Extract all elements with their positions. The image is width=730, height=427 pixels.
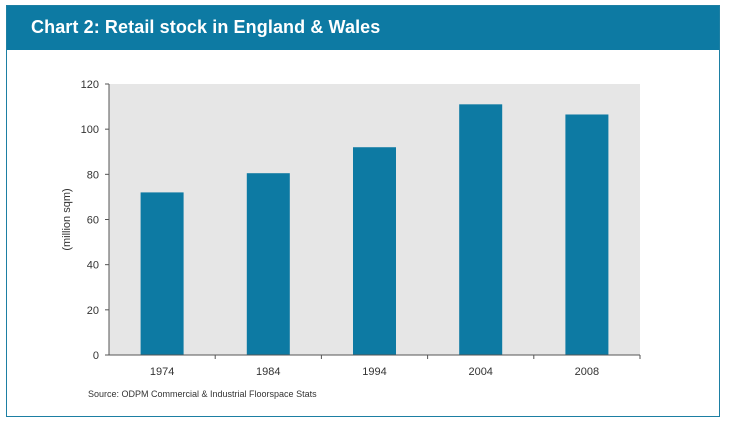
chart-header: Chart 2: Retail stock in England & Wales [7,6,719,50]
y-tick-label: 60 [87,215,99,227]
y-tick-label: 0 [93,350,99,362]
chart-title: Chart 2: Retail stock in England & Wales [31,17,381,37]
bar-1994 [353,147,396,355]
bar-1974 [140,192,184,355]
y-tick-label: 40 [87,260,99,272]
y-tick-label: 20 [87,305,99,317]
y-tick-label: 80 [87,169,99,181]
x-tick-label: 2008 [575,366,599,378]
x-tick-label: 1994 [362,366,386,378]
bar-2004 [459,104,503,355]
bar-2008 [565,114,609,355]
y-tick-label: 120 [81,79,99,91]
x-tick-label: 1974 [150,366,174,378]
source-note: Source: ODPM Commercial & Industrial Flo… [88,389,317,399]
x-tick-label: 2004 [468,366,492,378]
y-tick-label: 100 [81,124,99,136]
bar-1984 [246,173,290,355]
y-axis-label: (million sqm) [61,188,73,250]
x-tick-label: 1984 [256,366,280,378]
